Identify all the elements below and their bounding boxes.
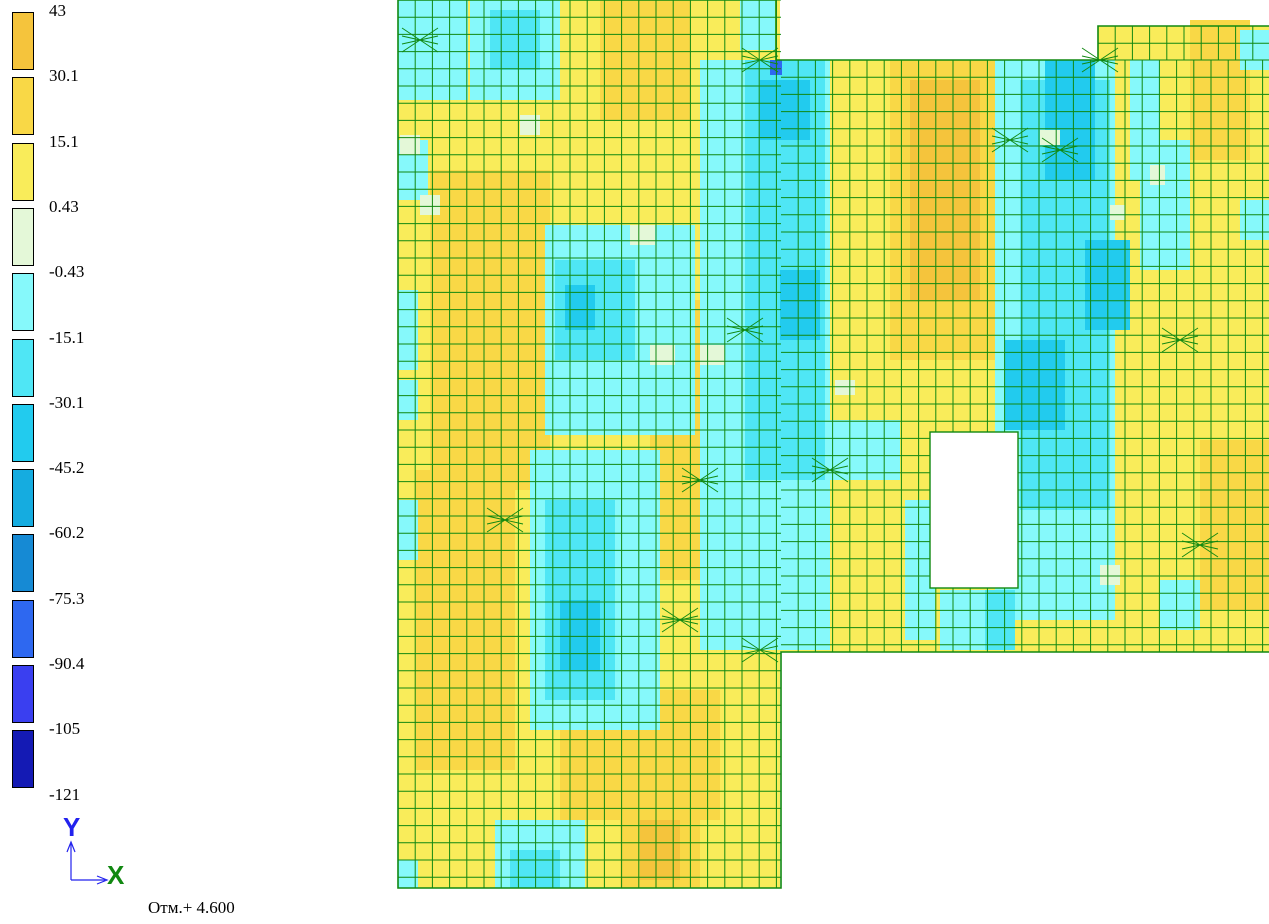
contour-region bbox=[985, 590, 1015, 650]
legend-label: 15.1 bbox=[49, 131, 79, 151]
mesh-line-diagonal bbox=[486, 507, 524, 533]
legend-label: -0.43 bbox=[49, 262, 85, 282]
contour-region bbox=[1200, 440, 1269, 610]
legend-label: 43 bbox=[49, 1, 66, 20]
contour-region bbox=[430, 170, 550, 490]
contour-fill-regions bbox=[398, 0, 1269, 888]
contour-region bbox=[740, 0, 775, 50]
legend-swatch bbox=[12, 469, 34, 528]
legend-label: 30.1 bbox=[49, 66, 79, 86]
mesh-line-diagonal bbox=[991, 127, 1029, 153]
x-axis-label: X bbox=[107, 860, 125, 890]
mesh-line-diagonal bbox=[401, 27, 439, 53]
legend-label: -60.2 bbox=[49, 523, 85, 543]
contour-region bbox=[415, 470, 515, 770]
mesh-line-diagonal bbox=[1041, 137, 1079, 163]
mesh-line-diagonal bbox=[661, 607, 699, 633]
contour-region bbox=[830, 420, 900, 480]
contour-region bbox=[700, 345, 725, 365]
contour-region bbox=[640, 820, 680, 880]
y-axis-label: Y bbox=[63, 812, 80, 842]
mesh-line-diagonal bbox=[1181, 532, 1219, 558]
legend-label: -45.2 bbox=[49, 458, 85, 478]
contour-region bbox=[1110, 205, 1125, 220]
legend-label: -15.1 bbox=[49, 327, 85, 347]
legend-swatch bbox=[12, 665, 34, 723]
legend-swatch bbox=[12, 142, 34, 201]
mesh-line-diagonal bbox=[1161, 327, 1199, 353]
contour-region bbox=[1140, 140, 1190, 270]
contour-region bbox=[630, 225, 655, 245]
mesh-line-diagonal bbox=[741, 637, 779, 663]
legend-swatch bbox=[12, 599, 34, 658]
legend-swatch bbox=[12, 338, 34, 397]
slab-opening bbox=[930, 432, 1018, 588]
contour-region bbox=[560, 600, 600, 670]
contour-region bbox=[398, 500, 418, 560]
contour-region bbox=[1045, 60, 1095, 180]
contour-region bbox=[835, 380, 855, 395]
x-axis-arrowhead bbox=[96, 875, 109, 885]
mesh-line-diagonal bbox=[681, 467, 719, 493]
contour-region bbox=[520, 115, 540, 135]
legend-label: -75.3 bbox=[49, 588, 85, 608]
contour-region bbox=[650, 345, 675, 365]
contour-region bbox=[930, 100, 960, 250]
contour-region bbox=[1240, 30, 1269, 70]
legend-label: -30.1 bbox=[49, 392, 85, 412]
legend-label: -121 bbox=[49, 784, 81, 804]
mesh-line-diagonal bbox=[726, 317, 764, 343]
color-scale-legend: 43 30.1 15.1 0.43 -0.43 -15.1 -30.1 -45.2 -60.2 -… bbox=[0, 0, 140, 830]
finite-element-mesh bbox=[397, 0, 1269, 888]
y-axis-arrowhead bbox=[66, 840, 76, 853]
contour-region bbox=[1100, 565, 1120, 585]
contour-region bbox=[780, 270, 820, 340]
slab-boundary bbox=[397, 0, 1269, 889]
contour-region bbox=[1040, 130, 1060, 145]
contour-region bbox=[398, 380, 418, 420]
contour-region bbox=[1005, 340, 1065, 430]
legend-label: 0.43 bbox=[49, 196, 79, 216]
legend-swatch bbox=[12, 77, 34, 136]
axis-indicator: Y X bbox=[63, 812, 125, 890]
legend-label: -90.4 bbox=[49, 654, 85, 673]
contour-region bbox=[1150, 165, 1165, 185]
opening-boundary bbox=[929, 431, 1019, 589]
legend-swatch bbox=[12, 12, 34, 70]
contour-region bbox=[420, 195, 440, 215]
mesh-line-diagonal bbox=[811, 457, 849, 483]
contour-region bbox=[398, 860, 418, 888]
elevation-label: Отм.+ 4.600 bbox=[148, 898, 235, 917]
contour-region bbox=[600, 0, 690, 120]
legend-label: -105 bbox=[49, 719, 81, 739]
contour-region bbox=[490, 10, 540, 70]
legend-swatch bbox=[12, 730, 34, 789]
contour-region bbox=[398, 0, 468, 100]
legend-swatch bbox=[12, 207, 34, 266]
legend-swatch bbox=[12, 534, 34, 593]
contour-region bbox=[1240, 200, 1269, 240]
mesh-line-diagonal bbox=[741, 47, 779, 73]
slab-outline bbox=[397, 0, 1269, 889]
legend-swatch bbox=[12, 403, 34, 462]
contour-region bbox=[760, 80, 810, 140]
mesh-line-diagonal bbox=[1081, 47, 1119, 73]
legend-swatch bbox=[12, 273, 34, 332]
